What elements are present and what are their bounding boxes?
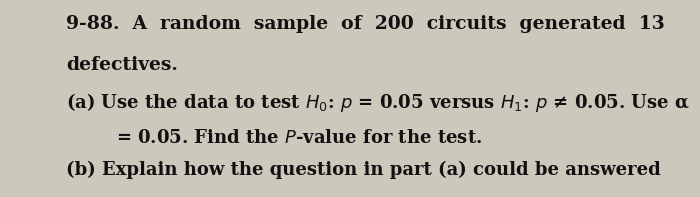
- Text: 9-88.  A  random  sample  of  200  circuits  generated  13: 9-88. A random sample of 200 circuits ge…: [66, 15, 666, 33]
- Text: (b) Explain how the question in part (a) could be answered: (b) Explain how the question in part (a)…: [66, 160, 662, 178]
- Text: (a) Use the data to test $\mathit{H_0}$: $p$ = 0.05 versus $\mathit{H_1}$: $p$ ≠: (a) Use the data to test $\mathit{H_0}$:…: [66, 91, 690, 114]
- Text: defectives.: defectives.: [66, 56, 178, 74]
- Text: = 0.05. Find the $P$-value for the test.: = 0.05. Find the $P$-value for the test.: [116, 129, 482, 147]
